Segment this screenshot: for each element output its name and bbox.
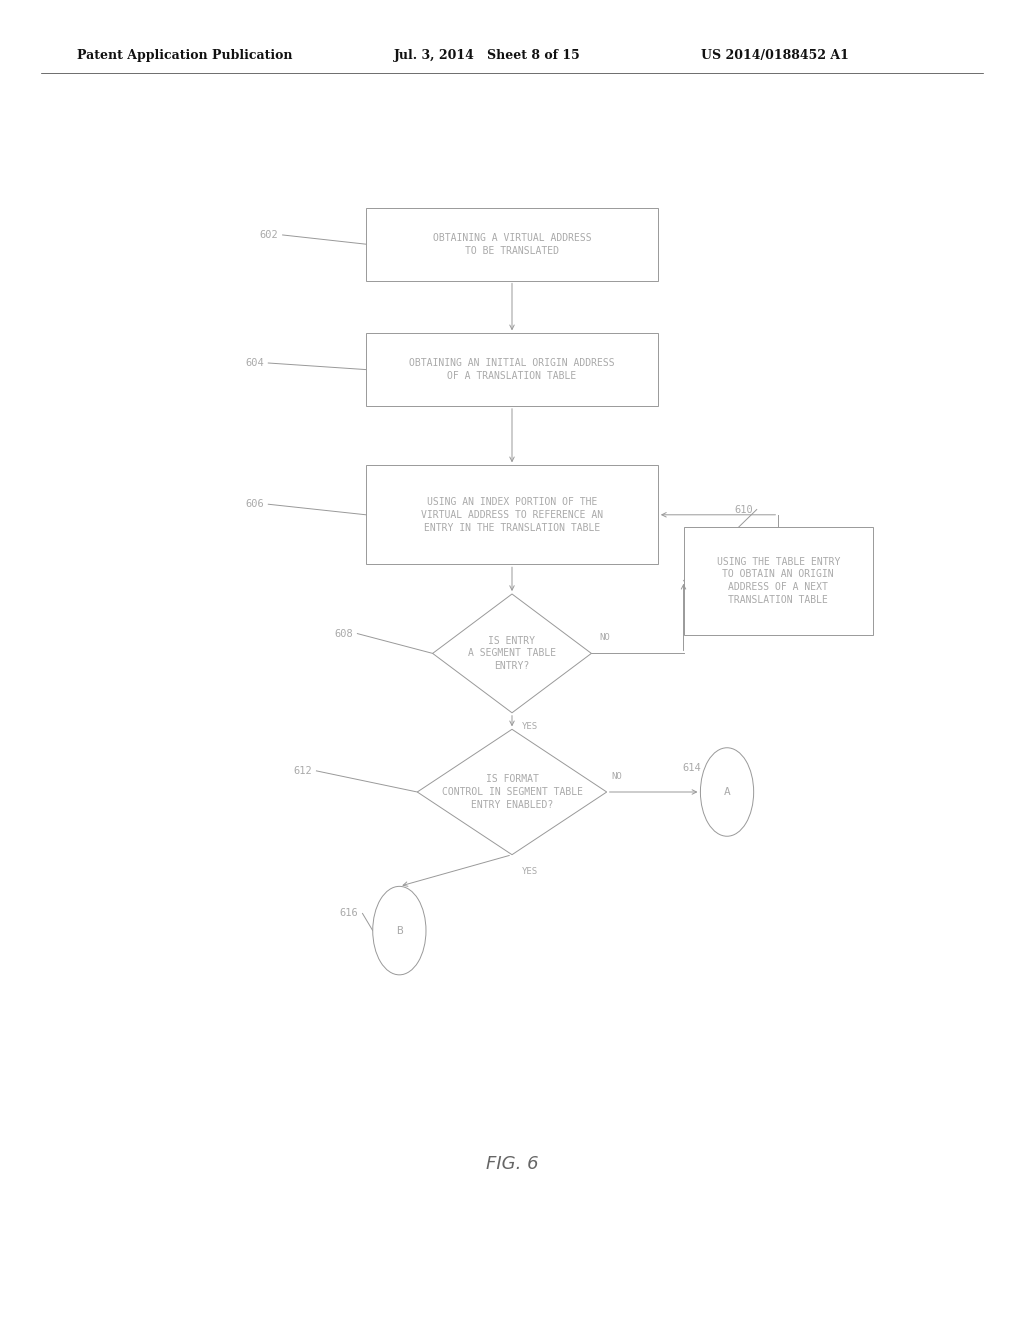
Text: 614: 614 (683, 763, 701, 774)
Text: OBTAINING AN INITIAL ORIGIN ADDRESS
OF A TRANSLATION TABLE: OBTAINING AN INITIAL ORIGIN ADDRESS OF A… (410, 358, 614, 381)
Polygon shape (418, 729, 606, 855)
Text: 612: 612 (294, 766, 312, 776)
Text: USING THE TABLE ENTRY
TO OBTAIN AN ORIGIN
ADDRESS OF A NEXT
TRANSLATION TABLE: USING THE TABLE ENTRY TO OBTAIN AN ORIGI… (717, 557, 840, 605)
Text: A: A (724, 787, 730, 797)
Text: 608: 608 (335, 628, 353, 639)
Text: IS ENTRY
A SEGMENT TABLE
ENTRY?: IS ENTRY A SEGMENT TABLE ENTRY? (468, 636, 556, 671)
Text: 616: 616 (340, 908, 358, 919)
FancyBboxPatch shape (684, 527, 872, 635)
Text: YES: YES (522, 722, 539, 731)
Text: Jul. 3, 2014   Sheet 8 of 15: Jul. 3, 2014 Sheet 8 of 15 (394, 49, 581, 62)
Text: US 2014/0188452 A1: US 2014/0188452 A1 (701, 49, 849, 62)
Polygon shape (432, 594, 592, 713)
Ellipse shape (700, 747, 754, 837)
FancyBboxPatch shape (367, 207, 658, 281)
Text: 602: 602 (260, 230, 279, 240)
Text: FIG. 6: FIG. 6 (485, 1155, 539, 1173)
Text: NO: NO (612, 772, 623, 781)
Text: 606: 606 (246, 499, 264, 510)
Text: B: B (396, 925, 402, 936)
Text: IS FORMAT
CONTROL IN SEGMENT TABLE
ENTRY ENABLED?: IS FORMAT CONTROL IN SEGMENT TABLE ENTRY… (441, 775, 583, 809)
Text: YES: YES (522, 867, 539, 876)
Ellipse shape (373, 886, 426, 975)
Text: 610: 610 (734, 504, 753, 515)
Text: OBTAINING A VIRTUAL ADDRESS
TO BE TRANSLATED: OBTAINING A VIRTUAL ADDRESS TO BE TRANSL… (433, 232, 591, 256)
FancyBboxPatch shape (367, 333, 658, 407)
FancyBboxPatch shape (367, 466, 658, 565)
Text: USING AN INDEX PORTION OF THE
VIRTUAL ADDRESS TO REFERENCE AN
ENTRY IN THE TRANS: USING AN INDEX PORTION OF THE VIRTUAL AD… (421, 498, 603, 532)
Text: NO: NO (600, 634, 610, 643)
Text: Patent Application Publication: Patent Application Publication (77, 49, 292, 62)
Text: 604: 604 (246, 358, 264, 368)
